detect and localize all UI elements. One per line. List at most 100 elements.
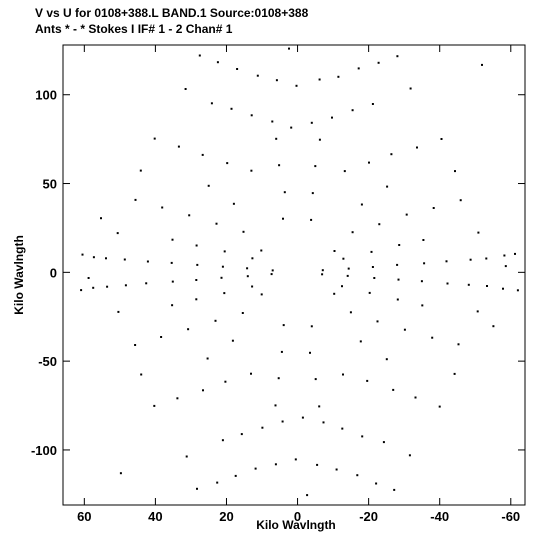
uv-point xyxy=(223,250,226,253)
uv-point xyxy=(440,138,443,140)
uv-point xyxy=(92,256,95,259)
uv-points xyxy=(80,47,519,497)
x-tick-label: -40 xyxy=(430,509,449,524)
uv-point xyxy=(100,217,102,220)
uv-point xyxy=(134,198,137,201)
uv-point xyxy=(396,55,399,58)
uv-point xyxy=(421,304,424,307)
y-axis-title: Kilo Wavlngth xyxy=(12,235,26,315)
uv-point xyxy=(370,250,373,253)
uv-point xyxy=(240,433,243,436)
uv-point xyxy=(356,474,359,477)
uv-point xyxy=(260,249,263,252)
uv-point xyxy=(310,121,313,124)
uv-point xyxy=(398,244,401,246)
uv-point xyxy=(250,114,253,117)
uv-point xyxy=(260,293,263,296)
uv-point xyxy=(414,396,417,399)
uv-point xyxy=(241,312,244,314)
uv-point xyxy=(140,373,143,376)
uv-point xyxy=(396,263,399,266)
uv-point xyxy=(223,292,226,295)
uv-point xyxy=(280,350,283,353)
uv-point xyxy=(275,137,278,140)
uv-point xyxy=(357,67,360,70)
uv-point xyxy=(376,320,379,323)
uv-point xyxy=(188,214,191,217)
uv-point xyxy=(207,184,210,187)
uv-point xyxy=(196,263,199,266)
uv-point xyxy=(431,336,434,339)
uv-point xyxy=(438,405,441,408)
uv-point xyxy=(206,357,209,360)
x-tick-label: -20 xyxy=(359,509,378,524)
uv-point xyxy=(195,298,198,301)
uv-point xyxy=(236,68,239,70)
uv-point xyxy=(80,289,83,292)
uv-point xyxy=(366,379,369,382)
uv-point xyxy=(386,185,389,188)
uv-point xyxy=(171,304,174,307)
uv-point xyxy=(321,269,324,272)
uv-point xyxy=(282,217,284,220)
uv-point xyxy=(153,404,156,407)
uv-point xyxy=(341,285,343,288)
y-tick-label: 50 xyxy=(43,177,57,192)
uv-point xyxy=(485,257,488,260)
uv-point xyxy=(378,223,381,226)
uv-point xyxy=(318,78,321,81)
uv-point xyxy=(246,275,249,278)
uv-point xyxy=(254,467,257,470)
uv-point xyxy=(171,280,174,283)
uv-point xyxy=(185,455,188,458)
uv-point xyxy=(333,250,336,252)
uv-point xyxy=(351,109,354,112)
uv-point xyxy=(216,61,219,64)
uv-point xyxy=(405,213,408,216)
uv-point xyxy=(232,202,235,205)
uv-point xyxy=(341,427,344,430)
uv-point xyxy=(301,416,304,419)
uv-point xyxy=(360,203,363,206)
uv-point xyxy=(403,328,406,331)
y-tick-label: 100 xyxy=(35,88,57,103)
uv-point xyxy=(274,404,277,407)
uv-point xyxy=(346,274,349,277)
uv-point xyxy=(288,47,290,50)
uv-point xyxy=(314,378,317,381)
uv-point xyxy=(196,487,198,490)
uv-point xyxy=(492,325,495,328)
uv-point xyxy=(278,164,281,167)
uv-point xyxy=(92,286,95,289)
uv-point xyxy=(385,358,388,361)
uv-point xyxy=(275,79,278,82)
uv-point xyxy=(516,289,519,292)
uv-point xyxy=(171,238,174,241)
y-tick-label: -50 xyxy=(38,354,57,369)
uv-point xyxy=(393,488,396,491)
uv-point xyxy=(105,257,107,260)
uv-point xyxy=(220,276,223,279)
uv-point xyxy=(215,222,218,225)
uv-point xyxy=(231,339,234,342)
uv-point xyxy=(347,267,350,270)
uv-point xyxy=(331,116,333,119)
uv-point xyxy=(195,244,198,247)
uv-point xyxy=(359,340,362,343)
uv-point xyxy=(221,265,224,268)
uv-point xyxy=(318,405,321,408)
uv-point xyxy=(198,54,201,57)
uv-point xyxy=(214,319,217,322)
uv-point xyxy=(261,426,264,429)
uv-point xyxy=(177,145,180,148)
uv-point xyxy=(184,88,187,90)
uv-point xyxy=(176,397,179,400)
uv-point xyxy=(290,126,293,129)
uv-point xyxy=(361,435,364,438)
uv-point xyxy=(87,277,90,279)
uv-point xyxy=(277,377,280,380)
uv-point xyxy=(281,420,284,423)
uv-point xyxy=(256,74,259,77)
x-tick-label: 60 xyxy=(77,509,91,524)
